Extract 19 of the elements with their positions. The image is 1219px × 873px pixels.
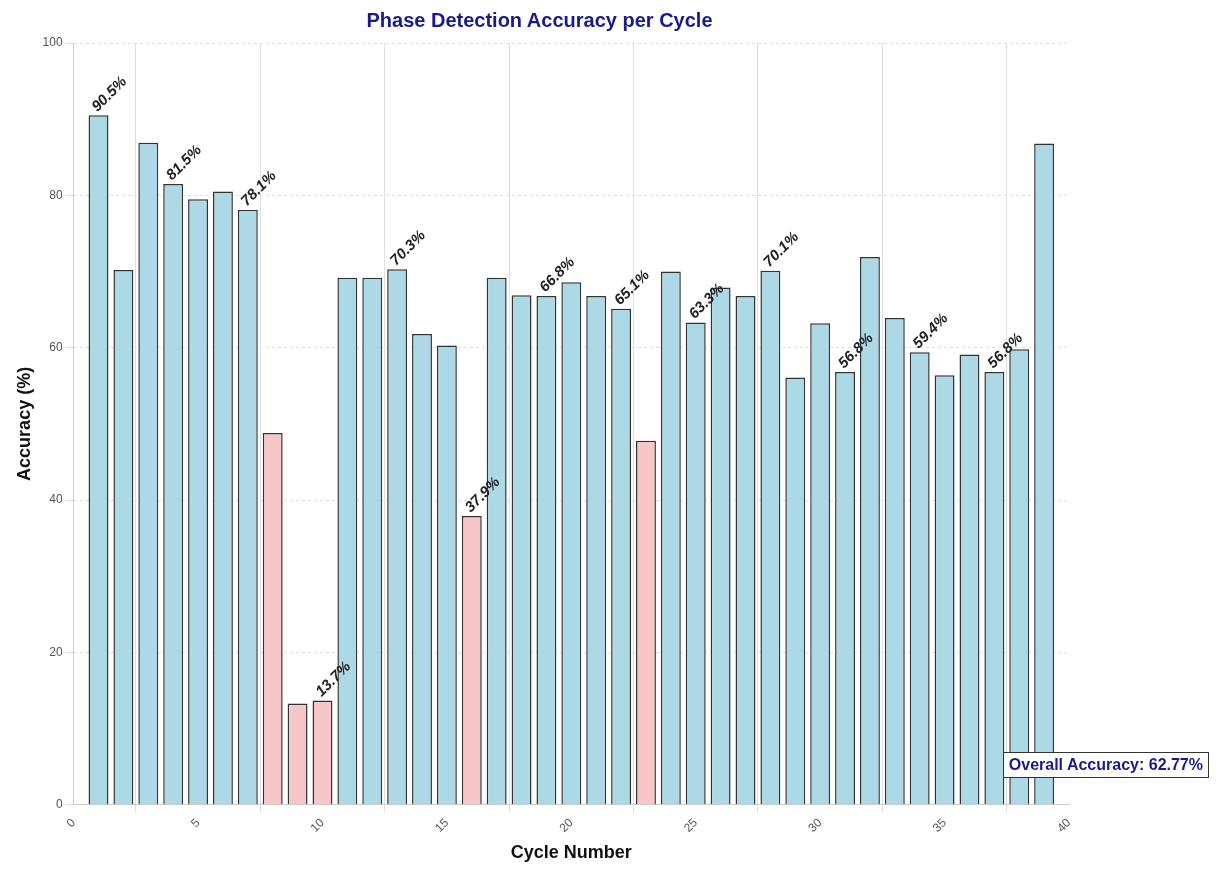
x-tick-label: 20 [556,815,576,835]
y-tick-label: 0 [55,797,63,812]
y-tick-label: 60 [49,340,63,355]
chart-title: Phase Detection Accuracy per Cycle [366,8,713,31]
x-tick-label: 0 [63,815,79,831]
x-tick-label: 40 [1054,815,1074,835]
y-axis-title: Accuracy (%) [13,366,34,481]
x-tick-label: 5 [187,815,203,831]
y-tick-label: 40 [49,492,63,507]
x-tick-label: 15 [432,815,452,835]
x-tick-label: 25 [680,815,701,835]
y-tick-label: 80 [49,187,63,202]
x-tick-label: 35 [929,815,950,835]
x-axis-title: Cycle Number [510,842,632,863]
y-tick-label: 20 [49,644,63,659]
annotation: Overall Accuracy: 62.77% [1002,752,1209,778]
y-tick-label: 100 [42,35,63,50]
x-tick-label: 30 [805,815,825,835]
x-tick-label: 10 [307,815,328,835]
